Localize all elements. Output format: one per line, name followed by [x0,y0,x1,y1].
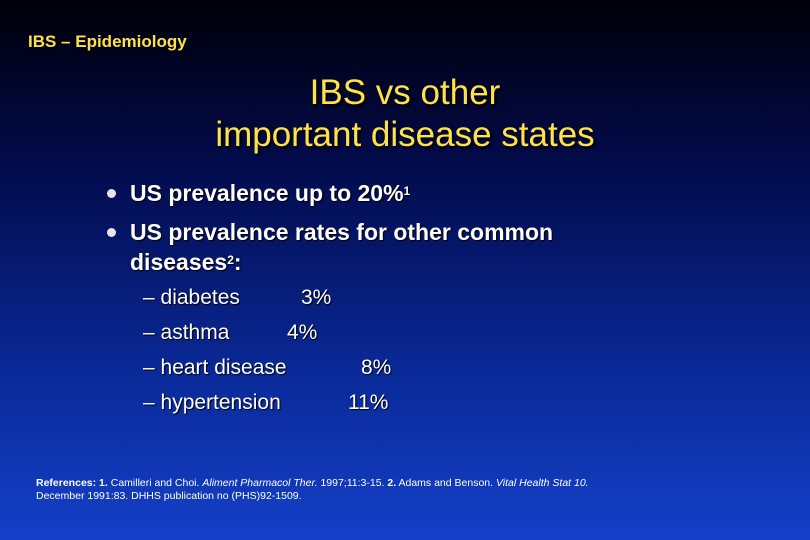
disease-label-hypertension: – hypertension [143,391,281,414]
bullet-1: US prevalence up to 20%1 [107,178,411,208]
disease-label-diabetes: – diabetes [143,286,240,309]
bullet-2-line-2: diseases2: [130,249,242,275]
slide-header: IBS – Epidemiology [28,32,187,51]
disease-value-asthma: 4% [287,321,318,344]
bullet-dot-icon [107,189,116,198]
bullet-2: US prevalence rates for other common dis… [107,217,554,277]
references: References: 1. Camilleri and Choi. Alime… [36,477,589,502]
bullet-dot-icon [107,228,116,237]
bullet-1-footnote: 1 [403,184,411,198]
disease-label-asthma: – asthma [143,321,230,344]
slide-title: IBS vs other important disease states [0,72,810,156]
disease-label-heart-disease: – heart disease [143,356,287,379]
bullet-2-footnote: 2 [227,253,234,267]
disease-value-heart-disease: 8% [361,356,392,379]
title-line-1: IBS vs other [309,73,501,112]
bullet-2-line-1: US prevalence rates for other common [130,219,554,245]
disease-value-hypertension: 11% [348,391,389,414]
bullet-1-text: US prevalence up to 20% [130,180,404,206]
title-line-2: important disease states [215,115,595,154]
disease-value-diabetes: 3% [301,286,332,309]
